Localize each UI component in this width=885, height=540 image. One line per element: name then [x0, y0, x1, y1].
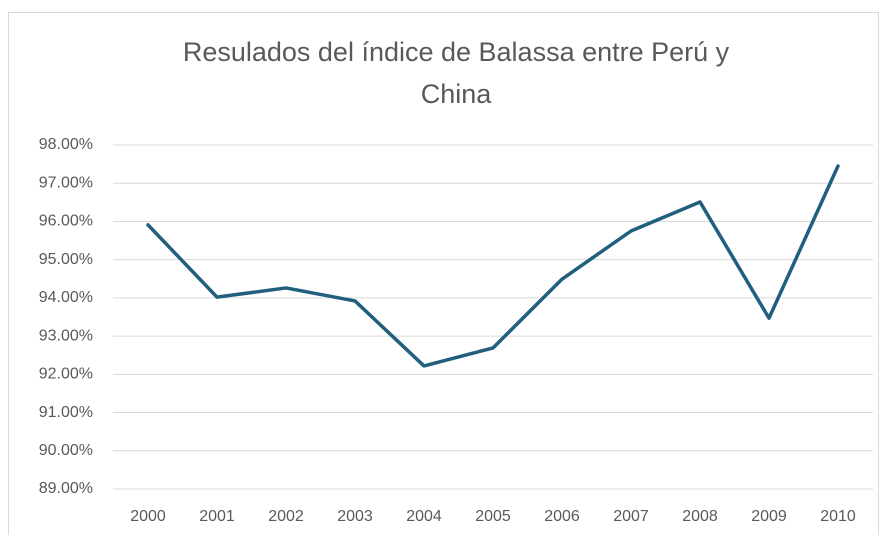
- y-tick-label: 91.00%: [39, 404, 93, 421]
- y-tick-label: 97.00%: [39, 174, 93, 191]
- x-tick-label: 2001: [199, 508, 235, 525]
- x-tick-label: 2003: [337, 508, 373, 525]
- y-tick-label: 92.00%: [39, 366, 93, 383]
- y-tick-label: 90.00%: [39, 442, 93, 459]
- y-tick-label: 93.00%: [39, 327, 93, 344]
- x-tick-label: 2005: [475, 508, 511, 525]
- x-tick-label: 2000: [130, 508, 166, 525]
- x-tick-label: 2006: [544, 508, 580, 525]
- x-tick-label: 2007: [613, 508, 649, 525]
- y-tick-label: 95.00%: [39, 251, 93, 268]
- title-line: Resulados del índice de Balassa entre Pe…: [183, 37, 730, 67]
- chart-title: Resulados del índice de Balassa entre Pe…: [183, 37, 730, 109]
- y-tick-label: 94.00%: [39, 289, 93, 306]
- data-line: [146, 164, 840, 368]
- x-tick-label: 2008: [682, 508, 718, 525]
- chart-frame: [8, 12, 879, 540]
- y-tick-label: 98.00%: [39, 136, 93, 153]
- y-tick-label: 96.00%: [39, 213, 93, 230]
- y-tick-label: 89.00%: [39, 480, 93, 497]
- x-tick-label: 2009: [751, 508, 787, 525]
- x-tick-label: 2004: [406, 508, 442, 525]
- x-tick-label: 2002: [268, 508, 304, 525]
- title-line: China: [421, 79, 493, 109]
- x-tick-label: 2010: [820, 508, 856, 525]
